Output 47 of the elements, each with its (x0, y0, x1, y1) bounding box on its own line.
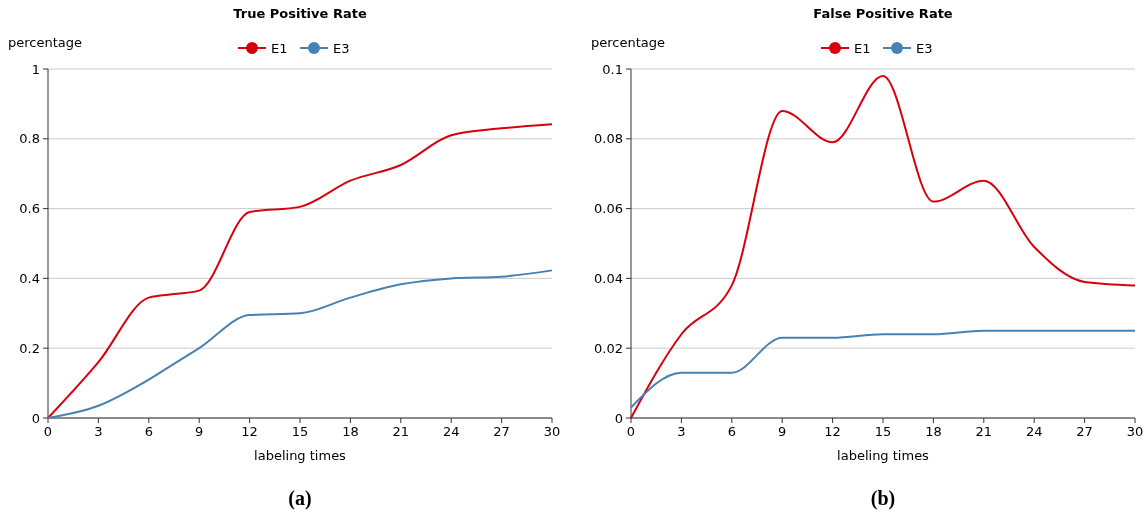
y-tick-label: 1 (31, 61, 40, 77)
legend-label: E1 (854, 40, 871, 56)
y-tick-label: 0.4 (19, 270, 40, 286)
x-tick-label: 3 (94, 424, 103, 439)
x-tick-label: 9 (778, 424, 787, 439)
x-tick-label: 3 (677, 424, 686, 439)
x-tick-label: 15 (874, 424, 892, 439)
y-tick-label: 0.04 (594, 270, 623, 286)
x-tick-label: 24 (442, 424, 460, 439)
x-tick-label: 6 (144, 424, 153, 439)
x-tick-label: 9 (195, 424, 204, 439)
chart-title: False Positive Rate (813, 6, 953, 21)
x-tick-label: 27 (1076, 424, 1093, 439)
x-tick-label: 21 (392, 424, 410, 439)
x-tick-label: 27 (493, 424, 510, 439)
x-tick-label: 6 (727, 424, 736, 439)
x-tick-label: 30 (543, 424, 561, 439)
y-axis-title: percentage (8, 35, 83, 50)
text: (b) (870, 487, 896, 510)
y-tick-label: 0.8 (19, 131, 40, 147)
x-tick-label: 12 (241, 424, 258, 439)
y-tick-label: 0.08 (594, 131, 623, 147)
legend-label: E3 (916, 40, 933, 56)
y-tick-label: 0.1 (602, 61, 623, 77)
x-axis-title: labeling times (837, 448, 930, 463)
y-tick-label: 0.2 (19, 340, 40, 356)
legend-label: E1 (271, 40, 288, 56)
legend-label: E3 (333, 40, 350, 56)
x-tick-label: 21 (975, 424, 993, 439)
x-tick-label: 24 (1025, 424, 1043, 439)
x-tick-label: 18 (342, 424, 359, 439)
text: (a) (288, 487, 312, 510)
line-series (630, 329, 1136, 409)
x-axis-title: labeling times (254, 448, 347, 463)
x-tick-label: 30 (1126, 424, 1144, 439)
y-tick-label: 0 (31, 410, 40, 426)
x-tick-label: 18 (925, 424, 942, 439)
y-tick-label: 0 (614, 410, 623, 426)
y-tick-label: 0.6 (19, 201, 40, 217)
x-tick-label: 15 (291, 424, 309, 439)
y-tick-label: 0.02 (594, 340, 623, 356)
x-tick-label: 12 (824, 424, 841, 439)
y-tick-label: 0.06 (594, 201, 623, 217)
chart-title: True Positive Rate (233, 6, 367, 21)
x-tick-label: 0 (43, 424, 53, 439)
y-axis-title: percentage (591, 35, 666, 50)
x-tick-label: 0 (626, 424, 636, 439)
